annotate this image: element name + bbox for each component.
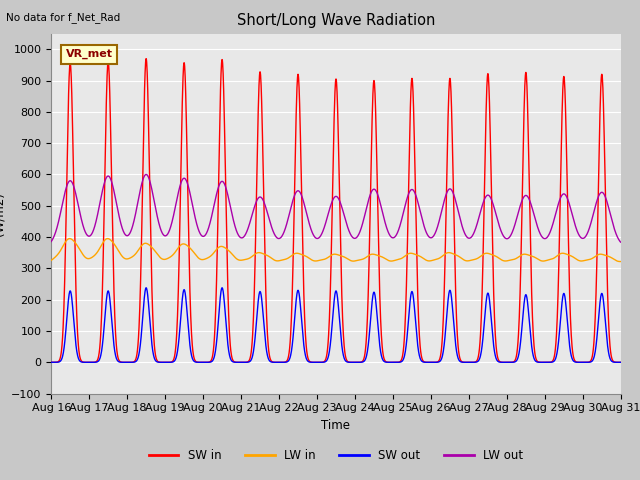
X-axis label: Time: Time [321, 419, 351, 432]
Text: No data for f_Net_Rad: No data for f_Net_Rad [6, 12, 121, 23]
Title: Short/Long Wave Radiation: Short/Long Wave Radiation [237, 13, 435, 28]
Legend: SW in, LW in, SW out, LW out: SW in, LW in, SW out, LW out [144, 444, 528, 467]
Y-axis label: (W/m2): (W/m2) [0, 192, 6, 236]
Text: VR_met: VR_met [65, 49, 113, 59]
